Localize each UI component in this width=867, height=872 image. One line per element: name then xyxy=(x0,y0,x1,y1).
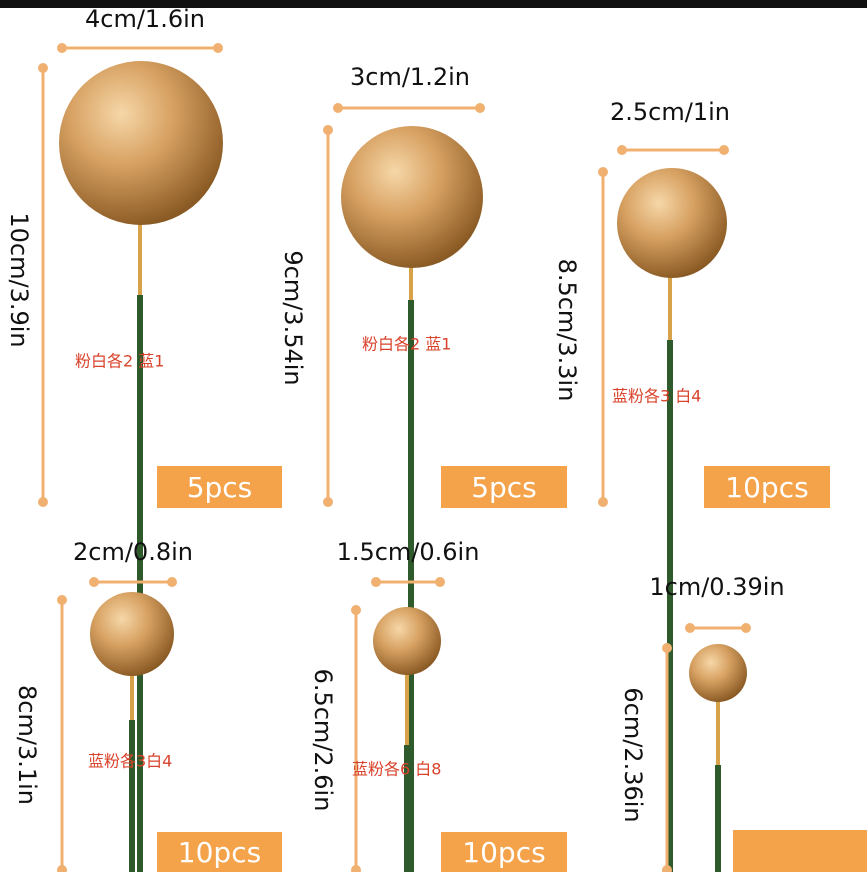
stick-green xyxy=(408,300,414,872)
stick-gold xyxy=(409,264,413,300)
pcs-label: 10pcs xyxy=(178,836,261,869)
height-dot xyxy=(323,125,333,135)
width-dot xyxy=(719,145,729,155)
height-dot xyxy=(323,497,333,507)
ball xyxy=(373,607,441,675)
width-label: 4cm/1.6in xyxy=(85,5,205,33)
width-dot xyxy=(685,623,695,633)
pcs-box xyxy=(441,832,567,872)
ball xyxy=(617,168,727,278)
height-dot xyxy=(662,865,672,872)
pcs-box xyxy=(733,830,867,872)
width-label: 2cm/0.8in xyxy=(73,538,193,566)
width-label: 3cm/1.2in xyxy=(350,63,470,91)
height-label: 8.5cm/3.3in xyxy=(553,259,581,402)
width-dot xyxy=(741,623,751,633)
stick-gold xyxy=(716,698,720,765)
width-dot xyxy=(617,145,627,155)
stick-green xyxy=(667,340,673,872)
stick-green xyxy=(715,765,721,872)
height-label: 9cm/3.54in xyxy=(279,250,307,385)
width-dot xyxy=(167,577,177,587)
pcs-label: 10pcs xyxy=(462,836,545,869)
stick-gold xyxy=(130,672,134,720)
note: 粉白各2 蓝1 xyxy=(362,335,451,354)
height-dot xyxy=(38,497,48,507)
ball xyxy=(90,592,174,676)
height-dot xyxy=(38,63,48,73)
width-dot xyxy=(57,43,67,53)
top-bar xyxy=(0,0,867,8)
pcs-box xyxy=(441,466,567,508)
note: 粉白各2 蓝1 xyxy=(75,352,164,371)
height-label: 8cm/3.1in xyxy=(13,685,41,805)
width-dot xyxy=(89,577,99,587)
stick-green xyxy=(129,720,135,872)
ball xyxy=(689,644,747,702)
note: 蓝粉各3白4 xyxy=(88,752,172,771)
height-dot xyxy=(598,167,608,177)
note: 蓝粉各6 白8 xyxy=(352,760,441,779)
height-dot xyxy=(351,605,361,615)
pcs-box xyxy=(157,832,282,872)
height-label: 6.5cm/2.6in xyxy=(309,669,337,812)
ball xyxy=(341,126,483,268)
stick-gold xyxy=(138,221,142,295)
width-dot xyxy=(371,577,381,587)
pcs-box xyxy=(704,466,830,508)
width-dot xyxy=(333,103,343,113)
height-dot xyxy=(598,497,608,507)
pcs-label: 5pcs xyxy=(187,471,253,504)
width-label: 1.5cm/0.6in xyxy=(337,538,480,566)
height-dot xyxy=(57,595,67,605)
height-dot xyxy=(57,865,67,872)
width-dot xyxy=(435,577,445,587)
width-label: 1cm/0.39in xyxy=(649,573,784,601)
height-label: 6cm/2.36in xyxy=(619,687,647,822)
width-dot xyxy=(213,43,223,53)
stick-gold xyxy=(668,274,672,340)
height-dot xyxy=(351,865,361,872)
ball xyxy=(59,61,223,225)
height-label: 10cm/3.9in xyxy=(5,212,33,347)
stick-green xyxy=(404,745,410,872)
width-dot xyxy=(475,103,485,113)
pcs-label: 10pcs xyxy=(725,471,808,504)
stick-gold xyxy=(405,671,409,745)
note: 蓝粉各3 白4 xyxy=(612,387,701,406)
pcs-box xyxy=(157,466,282,508)
height-dot xyxy=(662,643,672,653)
width-label: 2.5cm/1in xyxy=(610,98,730,126)
pcs-label: 5pcs xyxy=(471,471,537,504)
